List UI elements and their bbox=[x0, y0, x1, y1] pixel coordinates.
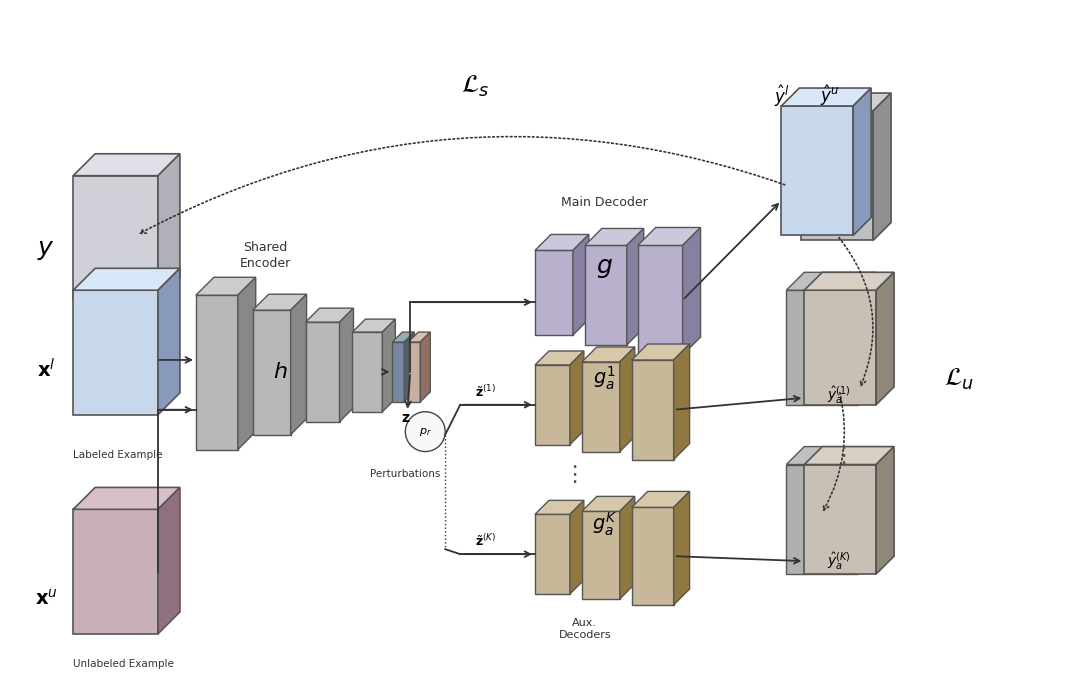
Text: $\hat{y}_a^{(K)}$: $\hat{y}_a^{(K)}$ bbox=[827, 550, 851, 572]
Polygon shape bbox=[158, 154, 180, 300]
Polygon shape bbox=[237, 277, 255, 450]
Text: Unlabeled Example: Unlabeled Example bbox=[73, 659, 174, 669]
Polygon shape bbox=[404, 332, 415, 402]
Polygon shape bbox=[877, 273, 894, 405]
Text: Main Decoder: Main Decoder bbox=[561, 196, 648, 209]
Text: Shared
Encoder: Shared Encoder bbox=[241, 241, 292, 270]
Polygon shape bbox=[570, 351, 584, 444]
Polygon shape bbox=[252, 310, 291, 435]
Polygon shape bbox=[626, 228, 644, 345]
Polygon shape bbox=[582, 362, 620, 451]
Polygon shape bbox=[196, 295, 237, 450]
Polygon shape bbox=[306, 322, 340, 422]
Text: $p_r$: $p_r$ bbox=[419, 426, 432, 437]
Text: $\vdots$: $\vdots$ bbox=[562, 464, 577, 486]
Text: $\vdots$: $\vdots$ bbox=[832, 444, 847, 466]
Text: $\mathbf{z}$: $\mathbf{z}$ bbox=[401, 411, 410, 425]
Polygon shape bbox=[353, 319, 396, 332]
Polygon shape bbox=[673, 344, 690, 460]
Text: $\hat{y}_a^{(1)}$: $\hat{y}_a^{(1)}$ bbox=[827, 384, 851, 406]
Polygon shape bbox=[534, 235, 589, 250]
Polygon shape bbox=[383, 319, 396, 412]
Polygon shape bbox=[787, 290, 858, 405]
Polygon shape bbox=[73, 176, 158, 300]
Polygon shape bbox=[570, 500, 584, 594]
Text: $\hat{y}^l$: $\hat{y}^l$ bbox=[774, 83, 789, 108]
Polygon shape bbox=[632, 491, 690, 507]
Text: Aux.
Decoders: Aux. Decoders bbox=[559, 618, 611, 640]
Text: $\hat{y}^u$: $\hat{y}^u$ bbox=[820, 83, 839, 108]
Polygon shape bbox=[73, 509, 158, 634]
Polygon shape bbox=[582, 496, 635, 511]
Text: Labeled Example: Labeled Example bbox=[73, 450, 162, 460]
Polygon shape bbox=[632, 344, 690, 360]
Text: $y$: $y$ bbox=[37, 238, 56, 262]
Polygon shape bbox=[787, 446, 877, 464]
Polygon shape bbox=[534, 500, 584, 514]
Polygon shape bbox=[582, 347, 635, 362]
Polygon shape bbox=[196, 277, 255, 295]
Polygon shape bbox=[534, 514, 570, 594]
Polygon shape bbox=[787, 464, 858, 574]
Polygon shape bbox=[340, 308, 354, 422]
Polygon shape bbox=[408, 332, 430, 342]
Polygon shape bbox=[73, 268, 180, 290]
Polygon shape bbox=[252, 294, 307, 310]
Polygon shape bbox=[306, 308, 354, 322]
Polygon shape bbox=[853, 88, 871, 235]
Polygon shape bbox=[534, 365, 570, 444]
Polygon shape bbox=[781, 88, 871, 106]
Polygon shape bbox=[73, 154, 180, 176]
Polygon shape bbox=[573, 235, 589, 335]
Polygon shape bbox=[877, 446, 894, 574]
Polygon shape bbox=[585, 228, 644, 246]
Polygon shape bbox=[787, 273, 877, 290]
Polygon shape bbox=[873, 93, 892, 240]
Polygon shape bbox=[858, 446, 877, 574]
Text: $h$: $h$ bbox=[274, 362, 288, 382]
Polygon shape bbox=[158, 268, 180, 415]
Polygon shape bbox=[408, 342, 420, 402]
Polygon shape bbox=[620, 496, 635, 599]
Polygon shape bbox=[781, 106, 853, 235]
Polygon shape bbox=[534, 250, 573, 335]
Polygon shape bbox=[638, 228, 700, 246]
Polygon shape bbox=[420, 332, 430, 402]
Polygon shape bbox=[638, 246, 683, 355]
Polygon shape bbox=[392, 342, 404, 402]
Text: $g_a^1$: $g_a^1$ bbox=[593, 364, 616, 391]
Polygon shape bbox=[673, 491, 690, 605]
Text: $\mathbf{x}^u$: $\mathbf{x}^u$ bbox=[35, 589, 58, 609]
Polygon shape bbox=[534, 351, 584, 365]
Text: $\tilde{\mathbf{z}}^{(1)}$: $\tilde{\mathbf{z}}^{(1)}$ bbox=[475, 384, 496, 400]
Polygon shape bbox=[291, 294, 307, 435]
Text: $\mathbf{x}^l$: $\mathbf{x}^l$ bbox=[37, 358, 56, 382]
Text: $\tilde{\mathbf{z}}^{(K)}$: $\tilde{\mathbf{z}}^{(K)}$ bbox=[475, 533, 496, 549]
Text: Perturbations: Perturbations bbox=[370, 469, 440, 480]
Polygon shape bbox=[73, 487, 180, 509]
Polygon shape bbox=[804, 290, 877, 405]
Polygon shape bbox=[804, 273, 894, 290]
Polygon shape bbox=[804, 464, 877, 574]
Polygon shape bbox=[632, 360, 673, 460]
Polygon shape bbox=[392, 332, 415, 342]
Polygon shape bbox=[158, 487, 180, 634]
Polygon shape bbox=[585, 246, 626, 345]
Text: $g_a^K$: $g_a^K$ bbox=[592, 511, 618, 538]
Polygon shape bbox=[804, 446, 894, 464]
Polygon shape bbox=[802, 93, 892, 111]
Polygon shape bbox=[353, 332, 383, 412]
Polygon shape bbox=[802, 111, 873, 240]
Text: $g$: $g$ bbox=[597, 256, 614, 280]
Polygon shape bbox=[858, 273, 877, 405]
Polygon shape bbox=[632, 507, 673, 605]
Text: $\mathcal{L}_u$: $\mathcal{L}_u$ bbox=[944, 367, 974, 393]
Text: $\mathcal{L}_s$: $\mathcal{L}_s$ bbox=[461, 73, 490, 99]
Circle shape bbox=[405, 412, 445, 451]
Polygon shape bbox=[620, 347, 635, 451]
Polygon shape bbox=[73, 290, 158, 415]
Polygon shape bbox=[683, 228, 700, 355]
Polygon shape bbox=[582, 511, 620, 599]
